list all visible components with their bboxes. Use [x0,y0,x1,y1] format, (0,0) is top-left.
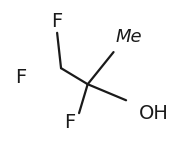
Text: F: F [15,68,27,87]
Text: F: F [64,113,75,132]
Text: OH: OH [139,104,169,123]
Text: Me: Me [116,28,143,46]
Text: F: F [51,12,62,31]
